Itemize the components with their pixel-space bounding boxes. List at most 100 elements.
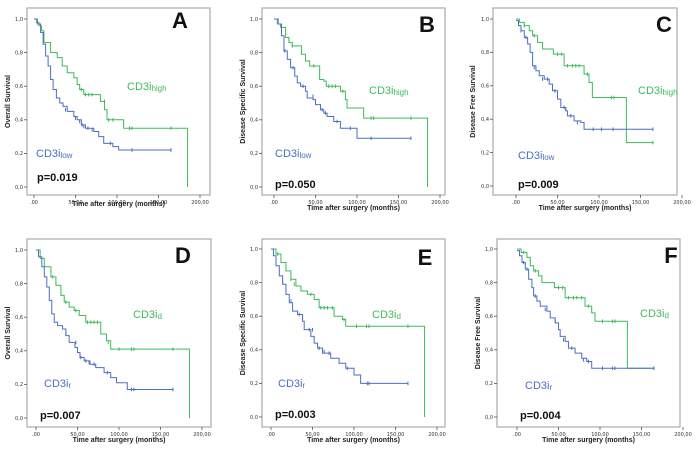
y-tick-label: 0,2	[485, 381, 493, 387]
plot-frame	[26, 7, 211, 196]
p-value: p=0.050	[275, 179, 316, 191]
survival-curve-cd3ihigh	[274, 18, 429, 187]
survival-curve-cd3ihigh	[516, 18, 653, 144]
group-label-sub: d	[664, 311, 668, 320]
y-tick-label: 0,4	[15, 118, 23, 124]
x-tick-label: 200,00	[428, 432, 446, 438]
group-label-sub: high	[393, 88, 408, 97]
x-tick-label: 100,00	[108, 200, 126, 206]
group-label-cd3ir: CD3ir	[278, 378, 305, 390]
y-tick-label: 0,4	[15, 349, 23, 355]
y-tick-label: 0,2	[15, 382, 23, 388]
survival-curve-cd3ilow	[274, 18, 411, 139]
x-axis-label: Time after surgery (months)	[73, 437, 166, 444]
group-label-sub: r	[302, 381, 305, 390]
x-tick-label: 150,00	[387, 432, 405, 438]
group-label-main: CD3i	[369, 85, 393, 97]
group-label-main: CD3i	[36, 148, 60, 160]
y-tick-label: 0,2	[250, 151, 258, 157]
group-label-main: CD3i	[640, 308, 664, 320]
group-label-main: CD3i	[518, 150, 542, 162]
p-value: p=0.007	[40, 410, 81, 422]
group-label-sub: d	[157, 312, 161, 321]
y-tick-label: 1,0	[485, 247, 493, 253]
x-axis-label: Time after surgery (months)	[307, 437, 400, 444]
y-tick-label: 0,2	[481, 150, 489, 156]
group-label-cd3id: CD3id	[640, 308, 669, 320]
y-tick-label: 0,4	[250, 118, 258, 124]
survival-curve-cd3ilow	[34, 18, 171, 151]
group-label-cd3ir: CD3ir	[525, 380, 552, 392]
group-label-cd3ihigh: CD3ihigh	[127, 81, 167, 93]
x-tick-label: 200,00	[674, 432, 692, 438]
group-label-main: CD3i	[638, 85, 662, 97]
survival-curve-cd3id	[36, 249, 191, 418]
x-tick-label: 100,00	[348, 200, 366, 206]
y-tick-label: 0,8	[15, 50, 23, 56]
y-tick-label: 0,8	[250, 280, 258, 286]
x-tick-label: 150,00	[390, 200, 408, 206]
group-label-cd3ihigh: CD3ihigh	[369, 85, 409, 97]
y-tick-label: 0,6	[481, 84, 489, 90]
y-tick-label: 0,6	[15, 84, 23, 90]
x-tick-label: 200,00	[193, 432, 211, 438]
x-tick-label: 100,00	[590, 200, 608, 206]
y-tick-label: 0,8	[250, 50, 258, 56]
y-tick-label: 0,0	[485, 415, 493, 421]
group-label-sub: low	[542, 153, 554, 162]
group-label-sub: low	[299, 151, 311, 160]
group-label-cd3id: CD3id	[372, 309, 401, 321]
p-value: p=0.009	[518, 179, 559, 191]
p-value: p=0.019	[37, 172, 78, 184]
group-label-sub: r	[549, 383, 552, 392]
group-label-main: CD3i	[133, 309, 157, 321]
x-tick-label: .00	[267, 432, 275, 438]
survival-curve-cd3ihigh	[34, 18, 189, 187]
survival-curve-cd3ir	[36, 249, 173, 390]
y-tick-label: 0,6	[15, 315, 23, 321]
plot-frame	[496, 238, 681, 428]
group-label-sub: r	[68, 381, 71, 390]
panel-label: E	[418, 245, 433, 270]
group-label-main: CD3i	[278, 378, 302, 390]
group-label-sub: low	[60, 151, 72, 160]
y-tick-label: 0,2	[15, 151, 23, 157]
y-tick-label: 0,6	[250, 84, 258, 90]
survival-curve-cd3id	[517, 248, 654, 369]
km-panel-e: 0,0 0,2 0,4 0,6 0,8 1,0 .00 50,00 100,00 150,00 20…	[240, 238, 446, 444]
x-axis-label: Time after surgery (months)	[539, 205, 632, 212]
y-tick-label: 0,4	[485, 348, 493, 354]
group-label-main: CD3i	[127, 81, 151, 93]
y-tick-label: 0,0	[15, 185, 23, 191]
panel-label: B	[419, 12, 435, 37]
x-tick-label: 150,00	[152, 432, 170, 438]
km-panel-f: 0,0 0,2 0,4 0,6 0,8 1,0 .00 50,00 100,00 150,00 20…	[475, 238, 692, 444]
group-label-sub: d	[396, 312, 400, 321]
x-tick-label: .00	[30, 200, 38, 206]
y-axis-label: Disease Specific Survival	[240, 59, 247, 143]
x-axis-label: Time after surgery (months)	[72, 201, 165, 208]
survival-curve-cd3ir	[271, 248, 408, 384]
y-tick-label: 1,0	[250, 17, 258, 23]
p-value: p=0.003	[275, 409, 316, 421]
group-label-main: CD3i	[525, 380, 549, 392]
x-tick-label: 200,00	[431, 200, 449, 206]
km-panel-d: 0,0 0,2 0,4 0,6 0,8 1,0 .00 50,00 100,00 150,00 20…	[5, 238, 212, 444]
x-tick-label: .00	[32, 432, 40, 438]
survival-curve-cd3ilow	[516, 20, 653, 130]
x-tick-label: 100,00	[110, 432, 128, 438]
y-tick-label: 0,8	[15, 281, 23, 287]
group-label-cd3ilow: CD3ilow	[275, 148, 312, 160]
panel-label: A	[172, 8, 188, 33]
x-tick-label: 100,00	[345, 432, 363, 438]
x-axis-label: Time after surgery (months)	[542, 437, 635, 444]
x-tick-label: 50,00	[550, 200, 564, 206]
y-tick-label: 1,0	[250, 247, 258, 253]
x-tick-label: .00	[270, 200, 278, 206]
y-tick-label: 0,8	[481, 50, 489, 56]
km-panel-a: 0,0 0,2 0,4 0,6 0,8 1,0 .00 50,00 100,00 150,00 20…	[5, 7, 211, 208]
group-label-cd3ir: CD3ir	[44, 378, 71, 390]
x-tick-label: 50,00	[68, 200, 82, 206]
panel-label: C	[656, 12, 672, 37]
x-tick-label: 200,00	[191, 200, 209, 206]
